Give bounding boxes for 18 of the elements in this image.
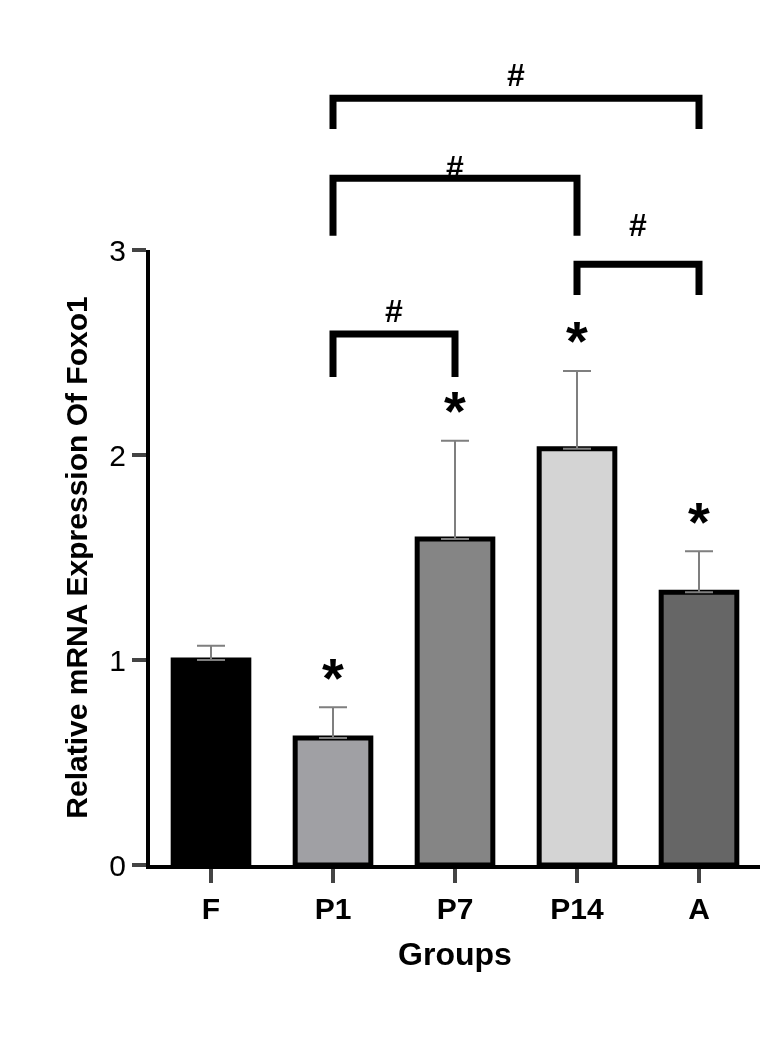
text: # xyxy=(507,57,525,93)
x-tick-label: A xyxy=(688,892,710,925)
x-tick-label: P1 xyxy=(314,892,352,925)
x-tick-label: F xyxy=(201,892,221,925)
annotation: * xyxy=(566,309,588,372)
x-axis-title: Groups xyxy=(398,936,512,973)
x-tick-label: P14 xyxy=(550,892,604,925)
y-tick-label: 1 xyxy=(109,643,126,677)
y-axis-title: Relative mRNA Expression Of Foxo1 xyxy=(59,296,93,819)
text: # xyxy=(629,207,647,243)
annotation: # xyxy=(385,293,403,329)
y-tick-label: 3 xyxy=(109,233,126,267)
x-tick-label: P7 xyxy=(436,892,474,925)
annotation: * xyxy=(444,379,466,442)
annotation: * xyxy=(688,490,710,553)
y-tick-label: 2 xyxy=(109,438,126,472)
y-tick-label: 0 xyxy=(109,848,126,882)
annotation: * xyxy=(322,646,344,709)
